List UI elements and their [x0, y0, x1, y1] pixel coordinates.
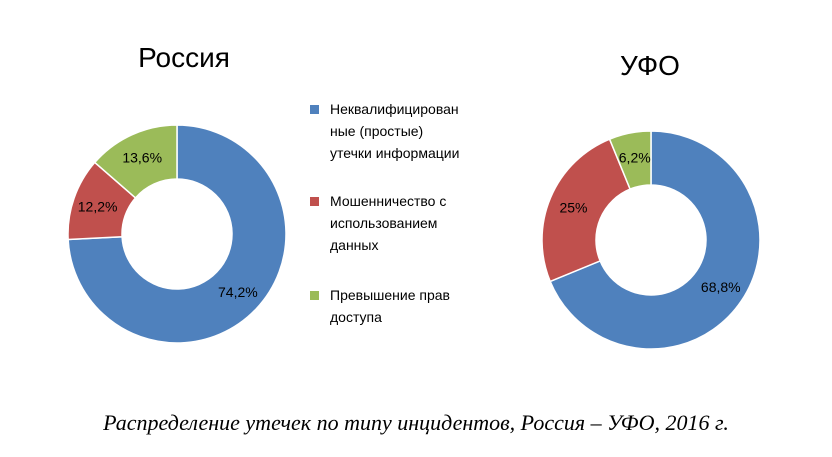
legend-swatch-fraud: [310, 197, 319, 206]
chart-title-russia: Россия: [138, 42, 230, 73]
donut-slice-1-fraud: [541, 138, 632, 283]
legend-line: Неквалифицирован: [330, 101, 459, 117]
donut-slice-0-unqualified: [67, 124, 287, 344]
legend-swatch-privilege: [310, 291, 319, 300]
legend-label-fraud: Мошенничество с использованием данных: [330, 190, 510, 256]
legend-line: Мошенничество с: [330, 193, 447, 209]
legend-line: данных: [330, 237, 379, 253]
legend-line: утечки информации: [330, 145, 460, 161]
legend-swatch-unqualified: [310, 105, 319, 114]
data-label-1-unqualified: 68,8%: [701, 279, 741, 295]
donut-slice-1-unqualified: [549, 130, 761, 350]
data-label-0-unqualified: 74,2%: [218, 284, 258, 300]
data-label-1-privilege: 6,2%: [619, 150, 651, 166]
data-label-0-privilege: 13,6%: [122, 150, 162, 166]
donut-slice-1-privilege: [608, 130, 652, 191]
data-label-1-fraud: 25%: [559, 200, 587, 216]
legend-line: использованием: [330, 215, 438, 231]
legend-line: ные (простые): [330, 123, 424, 139]
legend-label-unqualified: Неквалифицирован ные (простые) утечки ин…: [330, 98, 510, 164]
legend-label-privilege: Превышение прав доступа: [330, 284, 510, 328]
legend-line: доступа: [330, 309, 382, 325]
chart-title-ufo: УФО: [620, 50, 680, 81]
data-label-0-fraud: 12,2%: [78, 199, 118, 215]
legend-line: Превышение прав: [330, 287, 450, 303]
figure-caption: Распределение утечек по типу инцидентов,…: [103, 410, 729, 435]
donut-slice-0-privilege: [93, 124, 178, 199]
